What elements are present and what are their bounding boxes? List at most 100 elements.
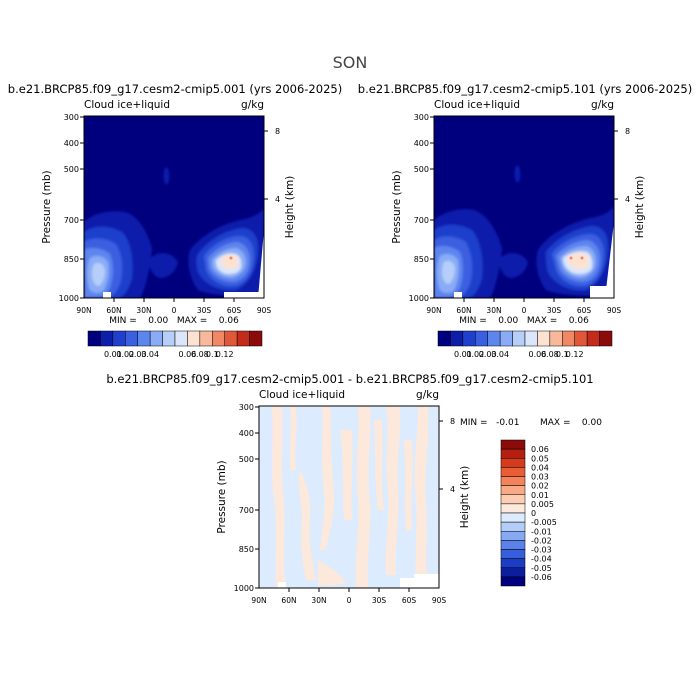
panel-c-colorbar-swatch — [500, 458, 526, 468]
panel-a: b.e21.BRCP85.f09_g17.cesm2-cmip5.001 (yr… — [8, 82, 342, 359]
panel-b-min-max: MIN = 0.00 MAX = 0.06 — [459, 316, 589, 326]
panel-b-maximum-marker — [580, 256, 584, 260]
panel-b-colorbar-label: 0.08 — [541, 350, 559, 359]
panel-b-height-tick: 8 — [625, 127, 630, 136]
panel-a-missing-edge — [258, 230, 264, 298]
panel-c-colorbar-swatch — [500, 567, 526, 578]
panel-a-xtick: 60N — [106, 306, 121, 315]
panel-c-height-axis: 8 4 — [439, 417, 455, 494]
panel-c-xtick: 90S — [432, 596, 447, 605]
panel-a-contour-level-7-south — [221, 255, 239, 270]
panel-b-ylabel-right: Height (km) — [634, 176, 646, 239]
panel-b-colorbar-swatch — [499, 330, 513, 347]
panel-a-height-axis: 8 4 — [264, 127, 280, 204]
panel-a-colorbar-swatch — [236, 330, 250, 347]
panel-c-colorbar-label: -0.005 — [531, 518, 557, 527]
panel-c-missing-below-surface — [278, 582, 286, 588]
page-title: SON — [333, 53, 368, 72]
panel-c-colorbar-swatch — [500, 576, 526, 587]
panel-a-field — [84, 116, 264, 298]
panel-a-missing-below-surface — [103, 292, 111, 298]
panel-b-height-tick: 4 — [625, 195, 630, 204]
panel-b-colorbar-swatch — [549, 330, 563, 347]
panel-b-missing-below-surface — [454, 292, 462, 298]
panel-a-colorbar-swatch — [100, 330, 114, 347]
panel-a-colorbar-swatch — [137, 330, 151, 347]
panel-c-height-tick: 8 — [450, 417, 455, 426]
panel-a-ytick: 500 — [64, 165, 79, 174]
panel-b-colorbar-label: 0.1 — [556, 350, 569, 359]
panel-c-ytick: 850 — [239, 545, 254, 554]
panel-a-xtick: 30N — [136, 306, 151, 315]
panel-c-colorbar-label: 0.005 — [531, 500, 554, 509]
panel-c-colorbar-swatch — [500, 448, 526, 459]
panel-a-ytick: 300 — [64, 113, 79, 122]
panel-c-colorbar-swatch — [500, 531, 526, 541]
panel-b-missing-edge — [606, 222, 614, 298]
panel-b-high-cloud-streak — [514, 165, 521, 183]
panel-b: b.e21.BRCP85.f09_g17.cesm2-cmip5.101 (yr… — [358, 82, 692, 359]
panel-b-colorbar-label: 0.01 — [454, 350, 472, 359]
panel-b-contour-level-6 — [442, 260, 455, 284]
panel-c-colorbar-label: 0.04 — [531, 463, 549, 472]
panel-c-colorbar-swatch — [500, 521, 526, 532]
panel-b-xtick: 30S — [547, 306, 562, 315]
panel-c-x-axis: 90N 60N 30N 0 30S 60S 90S — [251, 588, 446, 605]
panel-c-missing-antarctica-top — [414, 574, 439, 578]
panel-b-y-axis: 300 400 500 700 850 1000 — [409, 113, 434, 303]
panel-a-colorbar-swatch — [249, 330, 263, 347]
panel-c-ytick: 500 — [239, 455, 254, 464]
panel-c-min: MIN = -0.01 — [460, 418, 519, 428]
panel-b-colorbar-swatch — [437, 330, 451, 347]
panel-b-colorbar-swatch — [524, 330, 538, 347]
panel-b-contour-level-7-south — [568, 253, 590, 270]
panel-c-colorbar-swatch — [500, 439, 526, 450]
panel-b-colorbar-swatch — [599, 330, 613, 347]
panel-b-colorbar-label: 0.02 — [466, 350, 484, 359]
panel-b-colorbar-swatch — [586, 330, 600, 347]
panel-a-colorbar-label: 0.12 — [216, 350, 234, 359]
panel-b-ylabel: Pressure (mb) — [391, 170, 403, 243]
panel-b-colorbar-swatch — [512, 330, 526, 347]
panel-a-title: b.e21.BRCP85.f09_g17.cesm2-cmip5.001 (yr… — [8, 82, 342, 96]
panel-a-colorbar-swatch — [112, 330, 126, 347]
panel-b-ytick: 300 — [414, 113, 429, 122]
panel-c-colorbar-label: 0 — [531, 509, 536, 518]
panel-a-colorbar: 0.010.020.030.04 0.060.080.10.12 — [87, 330, 263, 359]
panel-b-colorbar-label: 0.04 — [491, 350, 509, 359]
panel-a-x-axis: 90N 60N 30N 0 30S 60S 90S — [76, 298, 271, 315]
panel-a-xtick: 90N — [76, 306, 91, 315]
panel-a-ytick: 700 — [64, 216, 79, 225]
panel-b-ytick: 700 — [414, 216, 429, 225]
panel-c-colorbar-swatch — [500, 558, 526, 568]
panel-a-mid-lobe — [149, 253, 178, 278]
panel-c-colorbar-label: -0.03 — [531, 546, 552, 555]
panel-a-colorbar-label: 0.08 — [191, 350, 209, 359]
panel-c-ytick: 1000 — [234, 584, 254, 593]
panel-a-colorbar-label: 0.04 — [141, 350, 159, 359]
panel-b-colorbar-label: 0.06 — [529, 350, 547, 359]
panel-a-colorbar-label: 0.02 — [116, 350, 134, 359]
panel-c-colorbar-label: 0.05 — [531, 454, 549, 463]
panel-b-x-axis: 90N 60N 30N 0 30S 60S 90S — [426, 298, 621, 315]
panel-c-field-label: Cloud ice+liquid — [259, 389, 345, 401]
panel-b-mid-lobe — [499, 253, 528, 278]
panel-a-colorbar-label: 0.01 — [104, 350, 122, 359]
panel-c-positive-streaks — [272, 406, 429, 588]
panel-c-colorbar: 0.060.050.040.030.020.010.0050-0.005-0.0… — [500, 439, 557, 587]
panel-c-title: b.e21.BRCP85.f09_g17.cesm2-cmip5.001 - b… — [106, 372, 593, 386]
panel-c-missing-antarctica — [400, 578, 439, 588]
panel-c-xtick: 90N — [251, 596, 266, 605]
panel-b-ytick: 500 — [414, 165, 429, 174]
panel-a-ylabel: Pressure (mb) — [41, 170, 53, 243]
panel-c-colorbar-swatch — [500, 540, 526, 550]
panel-c-xtick: 60S — [402, 596, 417, 605]
panel-c-colorbar-swatch — [500, 485, 526, 495]
panel-a-ytick: 850 — [64, 255, 79, 264]
panel-b-field — [434, 116, 614, 298]
panel-a-colorbar-swatch — [162, 330, 176, 347]
panel-c-xtick: 30S — [372, 596, 387, 605]
panel-a-ytick: 1000 — [59, 294, 79, 303]
panel-a-colorbar-label: 0.03 — [129, 350, 147, 359]
